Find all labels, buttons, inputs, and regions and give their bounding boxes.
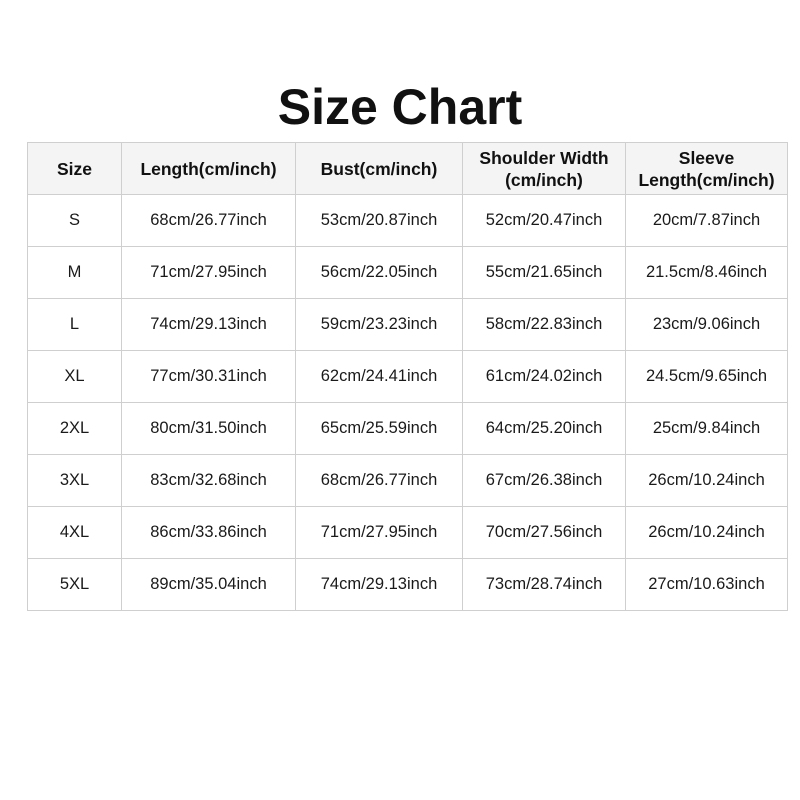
measurement-cell: 71cm/27.95inch xyxy=(121,246,296,299)
measurement-cell: 62cm/24.41inch xyxy=(295,350,463,403)
measurement-cell: 65cm/25.59inch xyxy=(295,402,463,455)
size-cell: 5XL xyxy=(27,558,122,611)
measurement-cell: 24.5cm/9.65inch xyxy=(625,350,788,403)
measurement-cell: 26cm/10.24inch xyxy=(625,454,788,507)
size-cell: M xyxy=(27,246,122,299)
measurement-cell: 23cm/9.06inch xyxy=(625,298,788,351)
measurement-cell: 25cm/9.84inch xyxy=(625,402,788,455)
measurement-cell: 67cm/26.38inch xyxy=(462,454,626,507)
measurement-cell: 56cm/22.05inch xyxy=(295,246,463,299)
measurement-cell: 77cm/30.31inch xyxy=(121,350,296,403)
measurement-cell: 58cm/22.83inch xyxy=(462,298,626,351)
column-header: Bust(cm/inch) xyxy=(295,142,463,195)
size-cell: 3XL xyxy=(27,454,122,507)
measurement-cell: 80cm/31.50inch xyxy=(121,402,296,455)
measurement-cell: 52cm/20.47inch xyxy=(462,194,626,247)
size-cell: XL xyxy=(27,350,122,403)
measurement-cell: 26cm/10.24inch xyxy=(625,506,788,559)
size-cell: L xyxy=(27,298,122,351)
header-row: Size Length(cm/inch) Bust(cm/inch) Shoulder… xyxy=(27,142,788,195)
size-chart-table: Size Length(cm/inch) Bust(cm/inch) Shoulder… xyxy=(27,142,788,611)
measurement-cell: 55cm/21.65inch xyxy=(462,246,626,299)
measurement-cell: 86cm/33.86inch xyxy=(121,506,296,559)
measurement-cell: 61cm/24.02inch xyxy=(462,350,626,403)
measurement-cell: 59cm/23.23inch xyxy=(295,298,463,351)
table-row: XL 77cm/30.31inch 62cm/24.41inch 61cm/24.02… xyxy=(27,350,788,403)
measurement-cell: 21.5cm/8.46inch xyxy=(625,246,788,299)
measurement-cell: 27cm/10.63inch xyxy=(625,558,788,611)
table-row: 5XL 89cm/35.04inch 74cm/29.13inch 73cm/28.7… xyxy=(27,558,788,611)
measurement-cell: 83cm/32.68inch xyxy=(121,454,296,507)
column-header: Sleeve Length(cm/inch) xyxy=(625,142,788,195)
column-header: Length(cm/inch) xyxy=(121,142,296,195)
measurement-cell: 53cm/20.87inch xyxy=(295,194,463,247)
column-header: Shoulder Width (cm/inch) xyxy=(462,142,626,195)
measurement-cell: 20cm/7.87inch xyxy=(625,194,788,247)
table-row: S 68cm/26.77inch 53cm/20.87inch 52cm/20.47i… xyxy=(27,194,788,247)
page-title: Size Chart xyxy=(277,79,523,135)
measurement-cell: 89cm/35.04inch xyxy=(121,558,296,611)
table-row: M 71cm/27.95inch 56cm/22.05inch 55cm/21.65i… xyxy=(27,246,788,299)
column-header: Size xyxy=(27,142,122,195)
table-row: L 74cm/29.13inch 59cm/23.23inch 58cm/22.83i… xyxy=(27,298,788,351)
measurement-cell: 73cm/28.74inch xyxy=(462,558,626,611)
size-cell: S xyxy=(27,194,122,247)
size-cell: 2XL xyxy=(27,402,122,455)
table-body: S 68cm/26.77inch 53cm/20.87inch 52cm/20.47i… xyxy=(27,194,788,611)
measurement-cell: 71cm/27.95inch xyxy=(295,506,463,559)
size-cell: 4XL xyxy=(27,506,122,559)
measurement-cell: 74cm/29.13inch xyxy=(295,558,463,611)
measurement-cell: 70cm/27.56inch xyxy=(462,506,626,559)
measurement-cell: 68cm/26.77inch xyxy=(121,194,296,247)
measurement-cell: 64cm/25.20inch xyxy=(462,402,626,455)
table-row: 4XL 86cm/33.86inch 71cm/27.95inch 70cm/27.5… xyxy=(27,506,788,559)
table-row: 3XL 83cm/32.68inch 68cm/26.77inch 67cm/26.3… xyxy=(27,454,788,507)
measurement-cell: 68cm/26.77inch xyxy=(295,454,463,507)
measurement-cell: 74cm/29.13inch xyxy=(121,298,296,351)
table-row: 2XL 80cm/31.50inch 65cm/25.59inch 64cm/25.2… xyxy=(27,402,788,455)
